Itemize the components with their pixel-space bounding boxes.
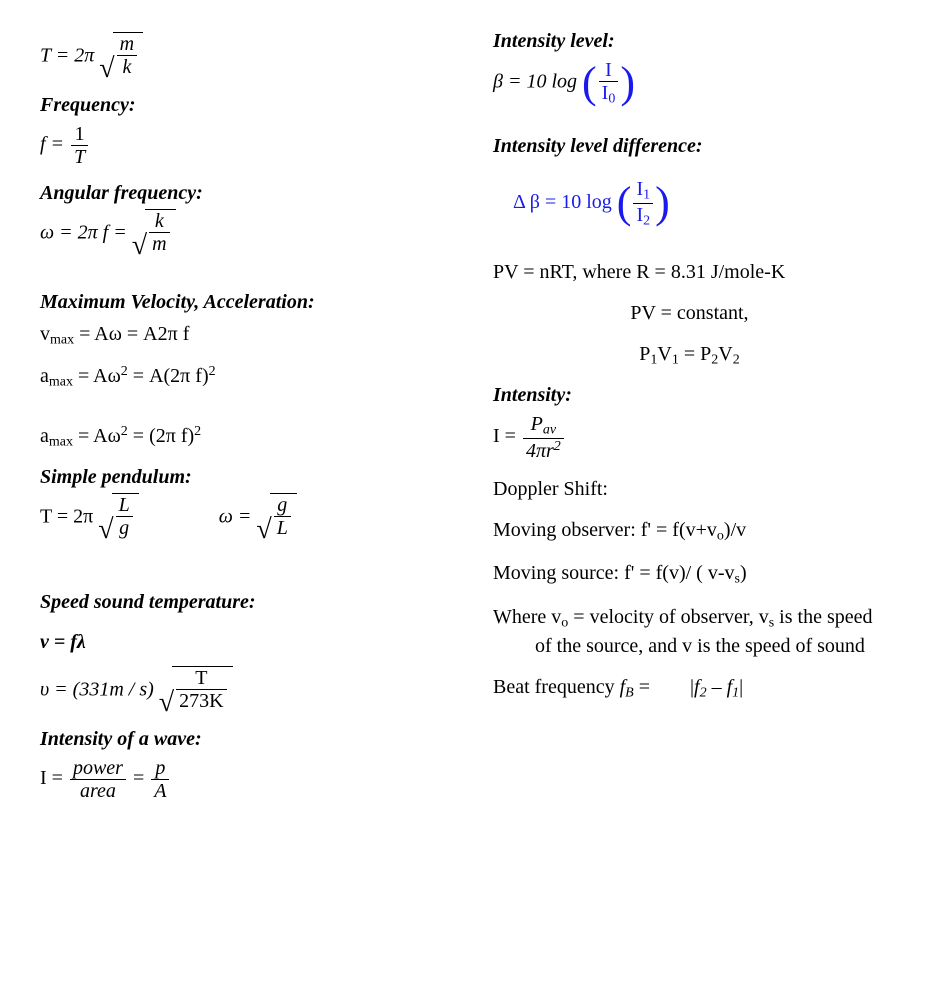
amax1-formula: amax = Aω2 = A(2π f)2	[40, 362, 433, 392]
angular-heading: Angular frequency:	[40, 182, 433, 205]
intensity-heading: Intensity:	[493, 384, 886, 407]
pendulum-formula: T = 2π √ L g ω = √	[40, 495, 433, 541]
moving-observer: Moving observer: f' = f(v+vo)/v	[493, 517, 886, 546]
beat-frequency: Beat frequency fB = |f2 – f1|	[493, 674, 886, 703]
paren-icon: ( I1 I2 )	[617, 178, 670, 229]
frequency-formula: f = 1 T	[40, 123, 433, 168]
amax2-formula: amax = Aω2 = (2π f)2	[40, 422, 433, 452]
right-column: Intensity level: β = 10 log ( I I0 ) Int…	[493, 30, 886, 814]
sqrt-icon: √ g L	[256, 495, 297, 541]
period-formula: T = 2π √ m k	[40, 34, 433, 80]
angular-formula: ω = 2π f = √ k m	[40, 211, 433, 257]
sqrt-icon: √ L g	[98, 495, 139, 541]
sqrt-icon: √ T 273K	[159, 668, 233, 714]
intensity-wave-formula: I = power area = p A	[40, 757, 433, 802]
vfl-formula: v = fλ	[40, 628, 433, 656]
intensity-diff-heading: Intensity level difference:	[493, 135, 886, 158]
page: T = 2π √ m k Frequency: f = 1 T Angular …	[40, 30, 886, 814]
intensity-formula: I = Pav 4πr2	[493, 413, 886, 462]
vmax-formula: vmax = Aω = A2π f	[40, 320, 433, 350]
intensity-level-formula: β = 10 log ( I I0 )	[493, 59, 886, 107]
doppler-heading: Doppler Shift:	[493, 476, 886, 503]
period-lhs: T = 2π	[40, 45, 94, 67]
sqrt-icon: √ m k	[99, 34, 143, 80]
where-text: Where vo = velocity of observer, vs is t…	[493, 604, 886, 660]
intensity-wave-heading: Intensity of a wave:	[40, 728, 433, 751]
p1v1: P1V1 = P2V2	[493, 341, 886, 370]
maxva-heading: Maximum Velocity, Acceleration:	[40, 291, 433, 314]
pendulum-heading: Simple pendulum:	[40, 466, 433, 489]
paren-icon: ( I I0 )	[582, 59, 635, 107]
left-column: T = 2π √ m k Frequency: f = 1 T Angular …	[40, 30, 433, 814]
ideal-gas: PV = nRT, where R = 8.31 J/mole-K	[493, 259, 886, 286]
speed-sound-formula: υ = (331m / s) √ T 273K	[40, 668, 433, 714]
frequency-heading: Frequency:	[40, 94, 433, 117]
sqrt-icon: √ k m	[132, 211, 176, 257]
moving-source: Moving source: f' = f(v)/ ( v-vs)	[493, 560, 886, 589]
speed-heading: Speed sound temperature:	[40, 591, 433, 614]
intensity-level-heading: Intensity level:	[493, 30, 886, 53]
pv-const: PV = constant,	[493, 300, 886, 327]
intensity-diff-formula: Δ β = 10 log ( I1 I2 )	[513, 178, 886, 229]
